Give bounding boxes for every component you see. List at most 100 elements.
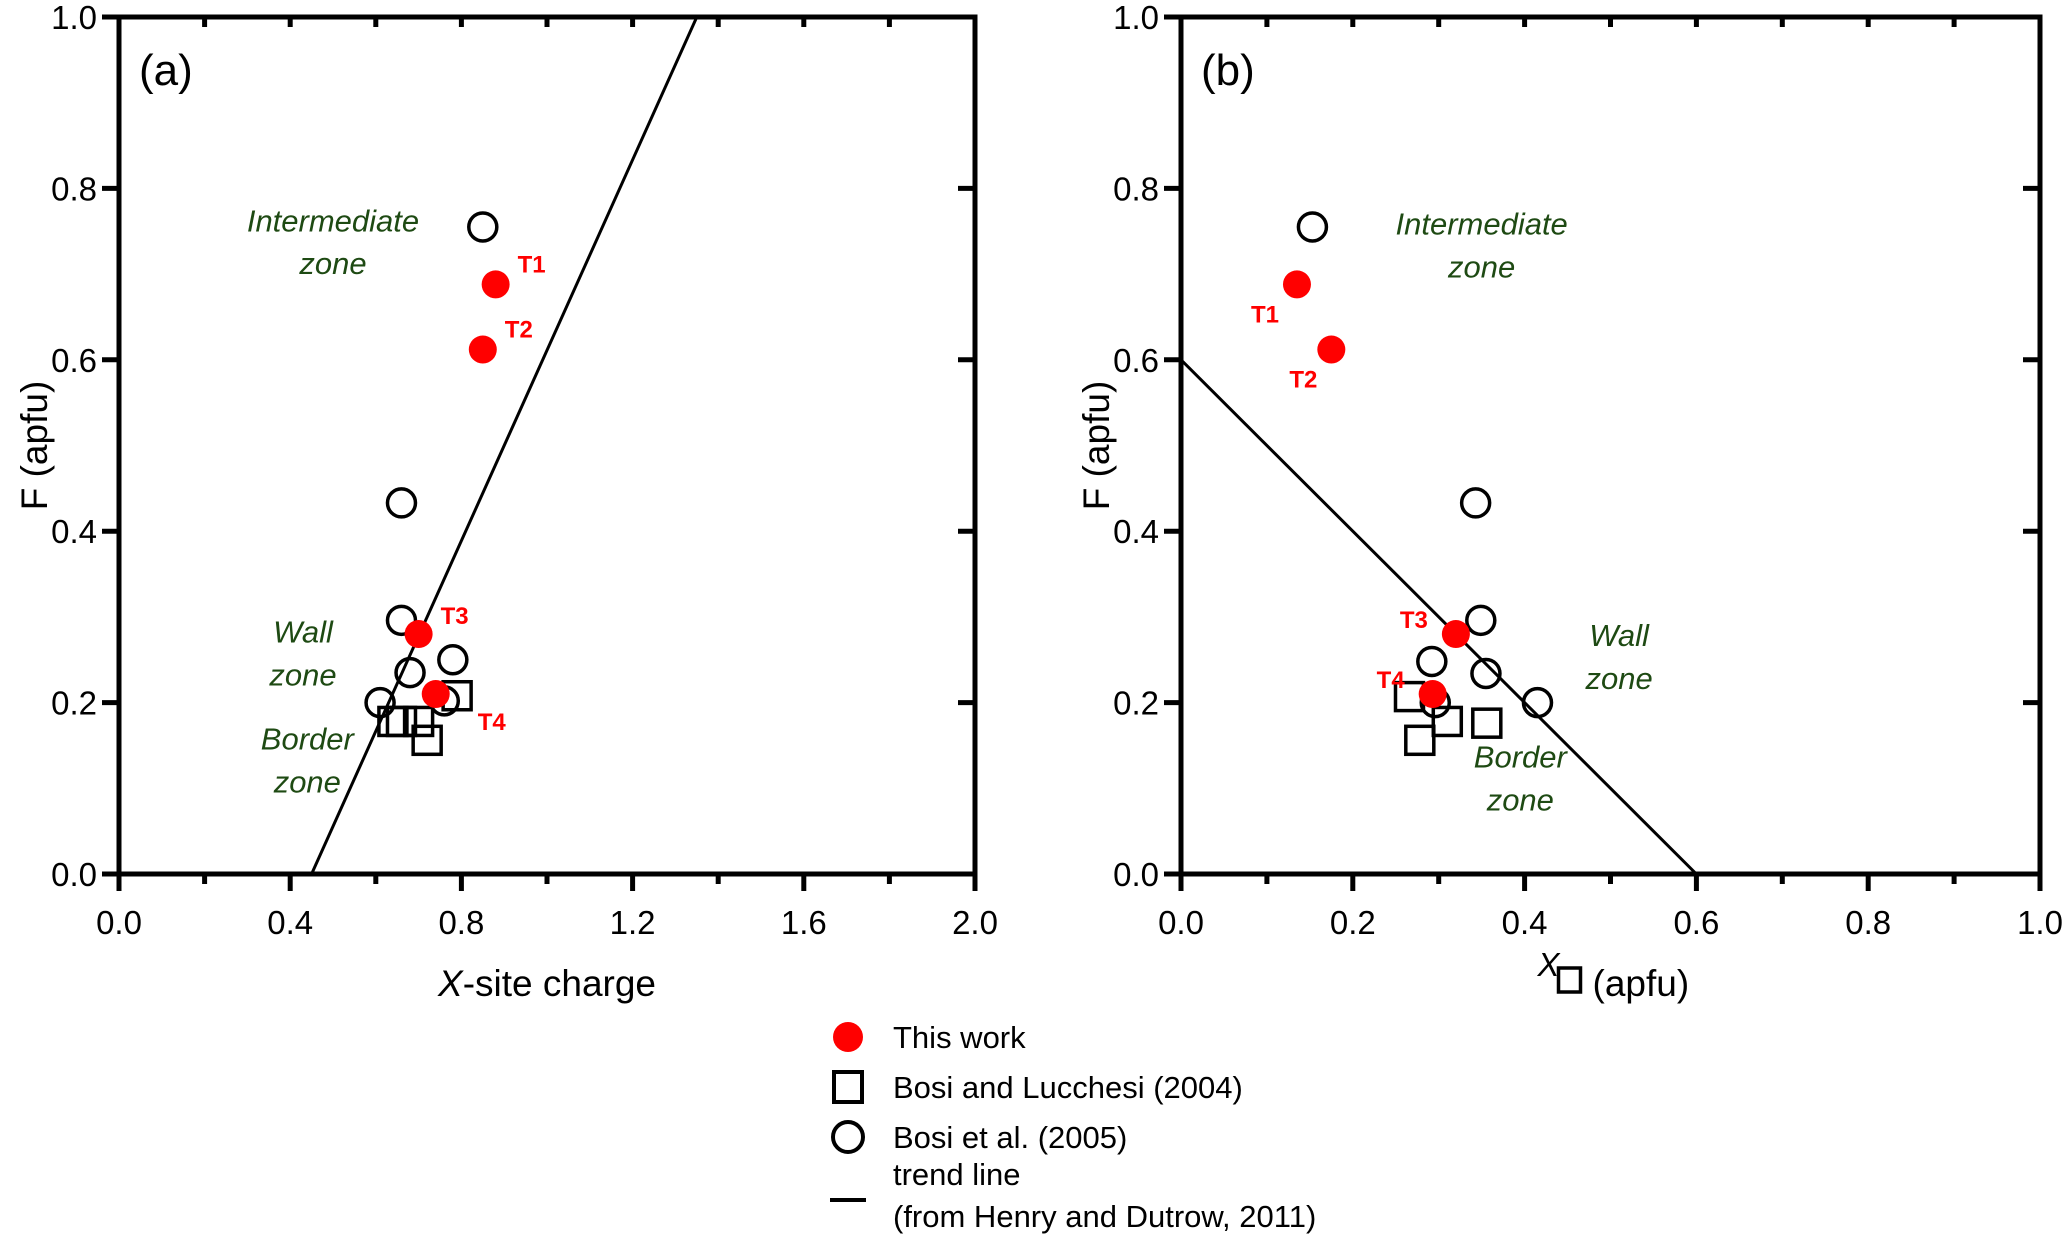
x-tick-label: 0.4	[267, 904, 313, 941]
data-point-label: T4	[478, 709, 507, 736]
data-point-label: T2	[505, 317, 533, 344]
data-point-circle	[437, 644, 469, 676]
data-point-circle	[1470, 657, 1502, 690]
legend-item: Bosi and Lucchesi (2004)	[832, 1070, 1243, 1105]
zone-annotation: Border	[261, 722, 356, 757]
legend-circle-icon	[831, 1120, 865, 1154]
x-tick-label: 1.0	[2017, 904, 2063, 941]
y-tick-label: 0.2	[51, 685, 97, 722]
y-axis-title: F (apfu)	[1076, 381, 1117, 511]
zone-annotation: zone	[1447, 250, 1515, 285]
data-point-this-work	[421, 680, 450, 709]
x-tick-label: 0.0	[96, 904, 142, 941]
data-point-label: T4	[1377, 667, 1406, 694]
data-point-circle	[1296, 211, 1329, 243]
data-point-square	[1404, 724, 1436, 757]
legend-item: trend line (from Henry and Dutrow, 2011)	[830, 1157, 1316, 1234]
y-tick-label: 0.0	[51, 856, 97, 893]
zone-annotation: Intermediate	[247, 203, 419, 238]
legend-square-icon	[832, 1070, 864, 1104]
data-point-square	[411, 724, 443, 757]
plot-frame	[116, 14, 978, 877]
y-tick-label: 0.6	[1113, 342, 1159, 379]
x-tick-label: 2.0	[952, 904, 998, 941]
trend-line	[310, 17, 699, 874]
x-tick-label: 0.8	[438, 904, 484, 941]
panel-label: (b)	[1201, 46, 1255, 95]
x-tick-label: 0.4	[1502, 904, 1548, 941]
x-tick-label: 1.6	[781, 904, 827, 941]
legend-label: trend line	[893, 1157, 1021, 1192]
legend-item: This work	[833, 1020, 1026, 1055]
y-tick-label: 0.6	[51, 342, 97, 379]
panel-label: (a)	[139, 46, 193, 95]
legend-filled-circle-icon	[833, 1022, 863, 1052]
data-point-label: T2	[1289, 367, 1317, 394]
y-tick-label: 1.0	[51, 0, 97, 36]
legend-label: This work	[893, 1020, 1026, 1055]
zone-annotation: Wall	[273, 615, 334, 650]
zone-annotation: Intermediate	[1395, 207, 1567, 242]
data-point-circle	[1465, 604, 1497, 637]
x-tick-label: 0.0	[1158, 904, 1204, 941]
x-tick-label: 1.2	[610, 904, 656, 941]
trend-line	[1181, 358, 1698, 874]
data-point-circle	[385, 487, 418, 519]
data-point-circle	[364, 686, 396, 719]
data-point-label: T3	[1400, 607, 1428, 634]
y-tick-label: 0.2	[1113, 685, 1159, 722]
zone-annotation: zone	[1584, 661, 1652, 696]
zone-annotation: zone	[298, 246, 366, 281]
data-point-circle	[1521, 686, 1554, 719]
y-tick-label: 0.0	[1113, 856, 1159, 893]
data-point-label: T1	[1251, 301, 1279, 328]
y-tick-label: 1.0	[1113, 0, 1159, 36]
x-tick-label: 0.6	[1673, 904, 1719, 941]
y-axis-title: F (apfu)	[14, 381, 55, 511]
zone-annotation: zone	[273, 765, 341, 800]
x-axis-title: X-site charge	[437, 963, 656, 1004]
zone-annotation: zone	[1486, 783, 1554, 818]
legend-item: Bosi et al. (2005)	[831, 1120, 1127, 1155]
y-tick-label: 0.4	[51, 513, 97, 550]
data-point-this-work	[1418, 680, 1447, 709]
x-tick-label: 0.8	[1845, 904, 1891, 941]
data-point-label: T3	[441, 603, 469, 630]
legend: This work Bosi and Lucchesi (2004) Bosi et…	[830, 1020, 1316, 1234]
data-point-square	[385, 705, 418, 738]
data-point-this-work	[1441, 620, 1470, 649]
panel-b-plot: 0.0 0.2 0.4 0.6 0.8 1.0 0.0 0.2 0.4 0.6 0.8 1.0 (b) F…	[1076, 0, 2063, 1004]
data-point-label: T1	[518, 251, 546, 278]
panel-a-plot: 0.0 0.4 0.8 1.2 1.6 2.0 0.0 0.2 0.4 0.6 0.8 1.0 (a) F…	[14, 0, 998, 1004]
legend-label: Bosi and Lucchesi (2004)	[893, 1070, 1243, 1105]
series-trend-line	[310, 17, 699, 874]
zone-annotation: Wall	[1589, 618, 1650, 653]
data-point-circle	[467, 211, 499, 243]
data-point-circle	[394, 656, 426, 689]
data-point-this-work	[1282, 270, 1311, 299]
x-tick-label: 0.2	[1330, 904, 1376, 941]
vacancy-square-icon	[1556, 966, 1583, 994]
series-trend-line	[1181, 358, 1698, 874]
x-axis-title-italic: X	[437, 963, 464, 1004]
x-axis-title-rest: (apfu)	[1593, 963, 1690, 1004]
zone-annotation: Border	[1474, 740, 1569, 775]
data-point-this-work	[404, 620, 433, 649]
data-point-this-work	[468, 335, 497, 364]
y-tick-label: 0.8	[1113, 170, 1159, 207]
y-tick-label: 0.8	[51, 170, 97, 207]
data-point-square	[402, 705, 435, 738]
data-point-circle	[1416, 645, 1448, 678]
data-point-this-work	[481, 270, 510, 299]
data-point-square	[1471, 707, 1503, 739]
y-tick-label: 0.4	[1113, 513, 1159, 550]
legend-label: Bosi et al. (2005)	[893, 1120, 1127, 1155]
legend-label-line2: (from Henry and Dutrow, 2011)	[893, 1199, 1316, 1234]
zone-annotation: zone	[268, 657, 336, 692]
data-point-this-work	[1317, 335, 1346, 364]
plot-frame	[1178, 14, 2043, 877]
data-point-circle	[1459, 487, 1492, 519]
data-point-circle	[385, 604, 418, 637]
x-axis-title-rest: -site charge	[463, 963, 656, 1004]
